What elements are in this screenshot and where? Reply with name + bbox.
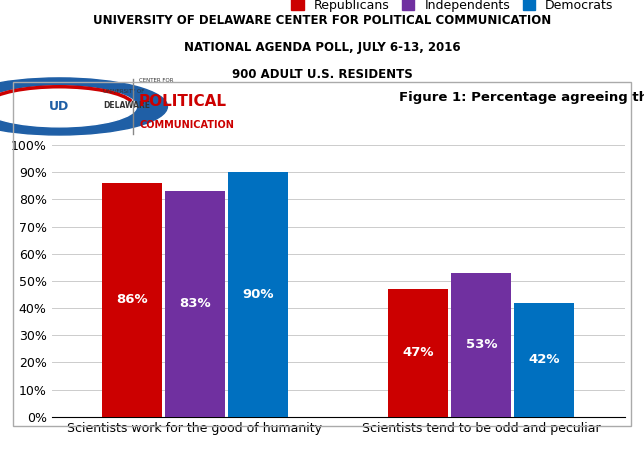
Text: UD: UD (49, 100, 70, 113)
Text: 42%: 42% (529, 353, 560, 366)
Text: CENTER FOR: CENTER FOR (139, 78, 174, 83)
Text: COMMUNICATION: COMMUNICATION (139, 120, 234, 130)
Text: 47%: 47% (402, 347, 434, 359)
Circle shape (0, 78, 167, 135)
Text: 83%: 83% (179, 298, 211, 310)
Text: Figure 1: Percentage agreeing that ...: Figure 1: Percentage agreeing that ... (399, 91, 644, 104)
Circle shape (0, 86, 137, 127)
Bar (165, 191, 225, 417)
Text: 53%: 53% (466, 338, 497, 351)
Bar (451, 273, 511, 417)
Text: POLITICAL: POLITICAL (139, 93, 227, 109)
Text: 900 ADULT U.S. RESIDENTS: 900 ADULT U.S. RESIDENTS (232, 68, 412, 81)
Text: UNIVERSITY OF DELAWARE CENTER FOR POLITICAL COMMUNICATION: UNIVERSITY OF DELAWARE CENTER FOR POLITI… (93, 14, 551, 27)
Bar (388, 289, 448, 417)
Text: UNIVERSITY OF: UNIVERSITY OF (103, 89, 144, 94)
Bar (515, 303, 574, 417)
Text: 86%: 86% (116, 294, 147, 306)
Bar (102, 183, 162, 417)
Text: DELAWARE: DELAWARE (103, 101, 150, 110)
Bar (228, 172, 288, 417)
Text: 90%: 90% (242, 288, 274, 301)
Text: NATIONAL AGENDA POLL, JULY 6-13, 2016: NATIONAL AGENDA POLL, JULY 6-13, 2016 (184, 41, 460, 54)
Legend: Republicans, Independents, Democrats: Republicans, Independents, Democrats (286, 0, 618, 17)
